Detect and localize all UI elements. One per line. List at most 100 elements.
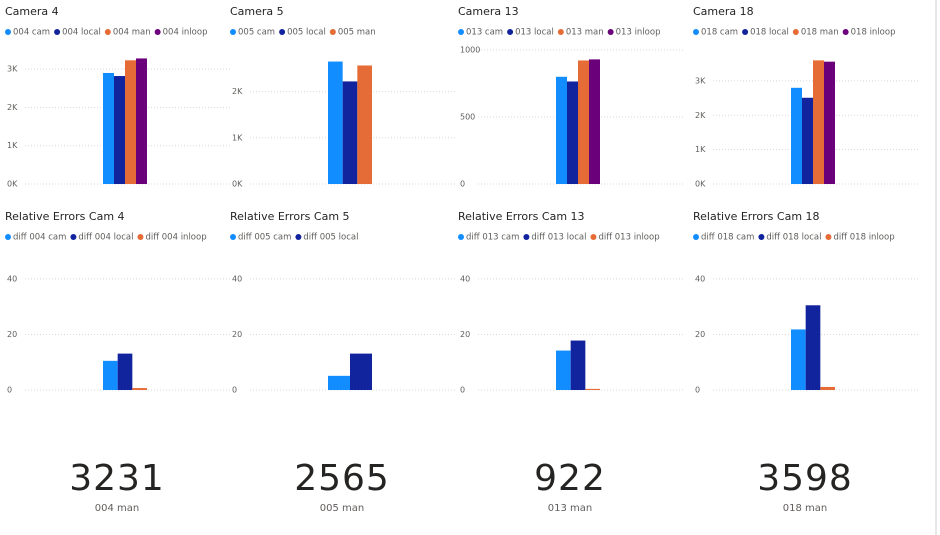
legend-marker	[693, 234, 699, 240]
legend-label: 018 inloop	[851, 28, 896, 38]
legend-label: diff 013 inloop	[598, 233, 659, 243]
chart-title: Camera 13	[458, 5, 519, 18]
bar	[357, 65, 372, 184]
legend-label: 013 cam	[466, 28, 503, 38]
legend-marker	[557, 29, 564, 35]
bar	[556, 76, 567, 184]
bar	[125, 60, 136, 184]
y-tick-label: 500	[460, 113, 475, 122]
legend-marker	[458, 29, 464, 35]
legend-label: 018 local	[750, 28, 789, 38]
bar	[103, 72, 114, 184]
legend-marker	[742, 29, 749, 35]
legend-marker	[5, 29, 11, 35]
legend-label: 004 inloop	[163, 28, 208, 38]
bar	[589, 59, 600, 184]
legend-marker	[758, 234, 765, 240]
legend-label: 018 cam	[701, 28, 738, 38]
y-tick-label: 1K	[7, 141, 18, 150]
chart-title: Relative Errors Cam 13	[458, 210, 585, 223]
legend-label: diff 005 local	[303, 233, 358, 243]
chart-title: Relative Errors Cam 5	[230, 210, 350, 223]
y-tick-label: 0	[232, 386, 237, 395]
card-label: 005 man	[320, 503, 364, 514]
chart-title: Relative Errors Cam 4	[5, 210, 125, 223]
legend-label: 005 cam	[238, 28, 275, 38]
card-value: 922	[534, 458, 606, 499]
y-tick-label: 1K	[232, 133, 243, 142]
bar	[328, 375, 350, 390]
legend-label: 013 local	[515, 28, 554, 38]
y-tick-label: 40	[695, 274, 705, 283]
bar	[824, 61, 835, 184]
legend-marker	[792, 29, 799, 35]
y-tick-label: 0	[460, 180, 465, 189]
bar	[578, 60, 589, 185]
bar	[820, 386, 835, 390]
y-tick-label: 0K	[695, 180, 706, 189]
bar	[570, 340, 586, 390]
legend-marker	[825, 234, 832, 240]
y-tick-label: 0	[7, 386, 12, 395]
legend-label: diff 018 cam	[701, 233, 754, 243]
legend-marker	[590, 234, 597, 240]
y-tick-label: 1K	[695, 145, 706, 154]
y-tick-label: 40	[232, 274, 242, 283]
legend-marker	[70, 234, 77, 240]
legend-label: 005 local	[287, 28, 326, 38]
y-tick-label: 2K	[695, 111, 706, 120]
bar	[114, 76, 125, 184]
bar	[585, 388, 600, 390]
y-tick-label: 3K	[695, 76, 706, 85]
legend-marker	[607, 29, 614, 35]
bar	[342, 81, 358, 184]
legend-label: diff 018 inloop	[833, 233, 894, 243]
card-label: 013 man	[548, 503, 592, 514]
legend-label: 004 cam	[13, 28, 50, 38]
legend-marker	[693, 29, 699, 35]
y-tick-label: 40	[460, 274, 470, 283]
card-label: 018 man	[783, 503, 827, 514]
bar	[136, 58, 147, 185]
legend-marker	[842, 29, 849, 35]
bar	[328, 61, 343, 184]
legend-label: 013 man	[566, 28, 604, 38]
y-tick-label: 1000	[460, 46, 480, 55]
card-value: 2565	[294, 458, 390, 499]
legend-marker	[295, 234, 302, 240]
chart-title: Camera 4	[5, 5, 59, 18]
legend-label: 013 inloop	[616, 28, 661, 38]
bar	[556, 350, 571, 390]
bar	[132, 388, 147, 390]
bar	[802, 97, 813, 184]
y-tick-label: 20	[695, 330, 705, 339]
bar	[813, 60, 824, 184]
y-tick-label: 3K	[7, 65, 18, 74]
legend-marker	[54, 29, 61, 35]
legend-marker	[154, 29, 161, 35]
legend-marker	[5, 234, 11, 240]
legend-label: diff 004 cam	[13, 233, 66, 243]
y-tick-label: 20	[460, 330, 470, 339]
card-value: 3598	[757, 458, 853, 499]
card-value: 3231	[69, 458, 165, 499]
bar	[791, 329, 806, 390]
y-tick-label: 0	[695, 386, 700, 395]
chart-title: Relative Errors Cam 18	[693, 210, 820, 223]
bar	[805, 305, 821, 390]
bar	[791, 87, 802, 184]
legend-label: 004 local	[62, 28, 101, 38]
y-tick-label: 0K	[232, 180, 243, 189]
y-tick-label: 2K	[7, 103, 18, 112]
legend-label: 018 man	[801, 28, 839, 38]
legend-marker	[230, 234, 236, 240]
y-tick-label: 40	[7, 274, 17, 283]
y-tick-label: 0	[460, 386, 465, 395]
legend-label: 005 man	[338, 28, 376, 38]
legend-marker	[458, 234, 464, 240]
legend-marker	[507, 29, 514, 35]
y-tick-label: 2K	[232, 87, 243, 96]
legend-marker	[329, 29, 336, 35]
legend-label: diff 013 local	[531, 233, 586, 243]
